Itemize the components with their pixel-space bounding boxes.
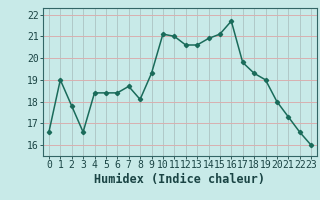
X-axis label: Humidex (Indice chaleur): Humidex (Indice chaleur) bbox=[94, 173, 266, 186]
